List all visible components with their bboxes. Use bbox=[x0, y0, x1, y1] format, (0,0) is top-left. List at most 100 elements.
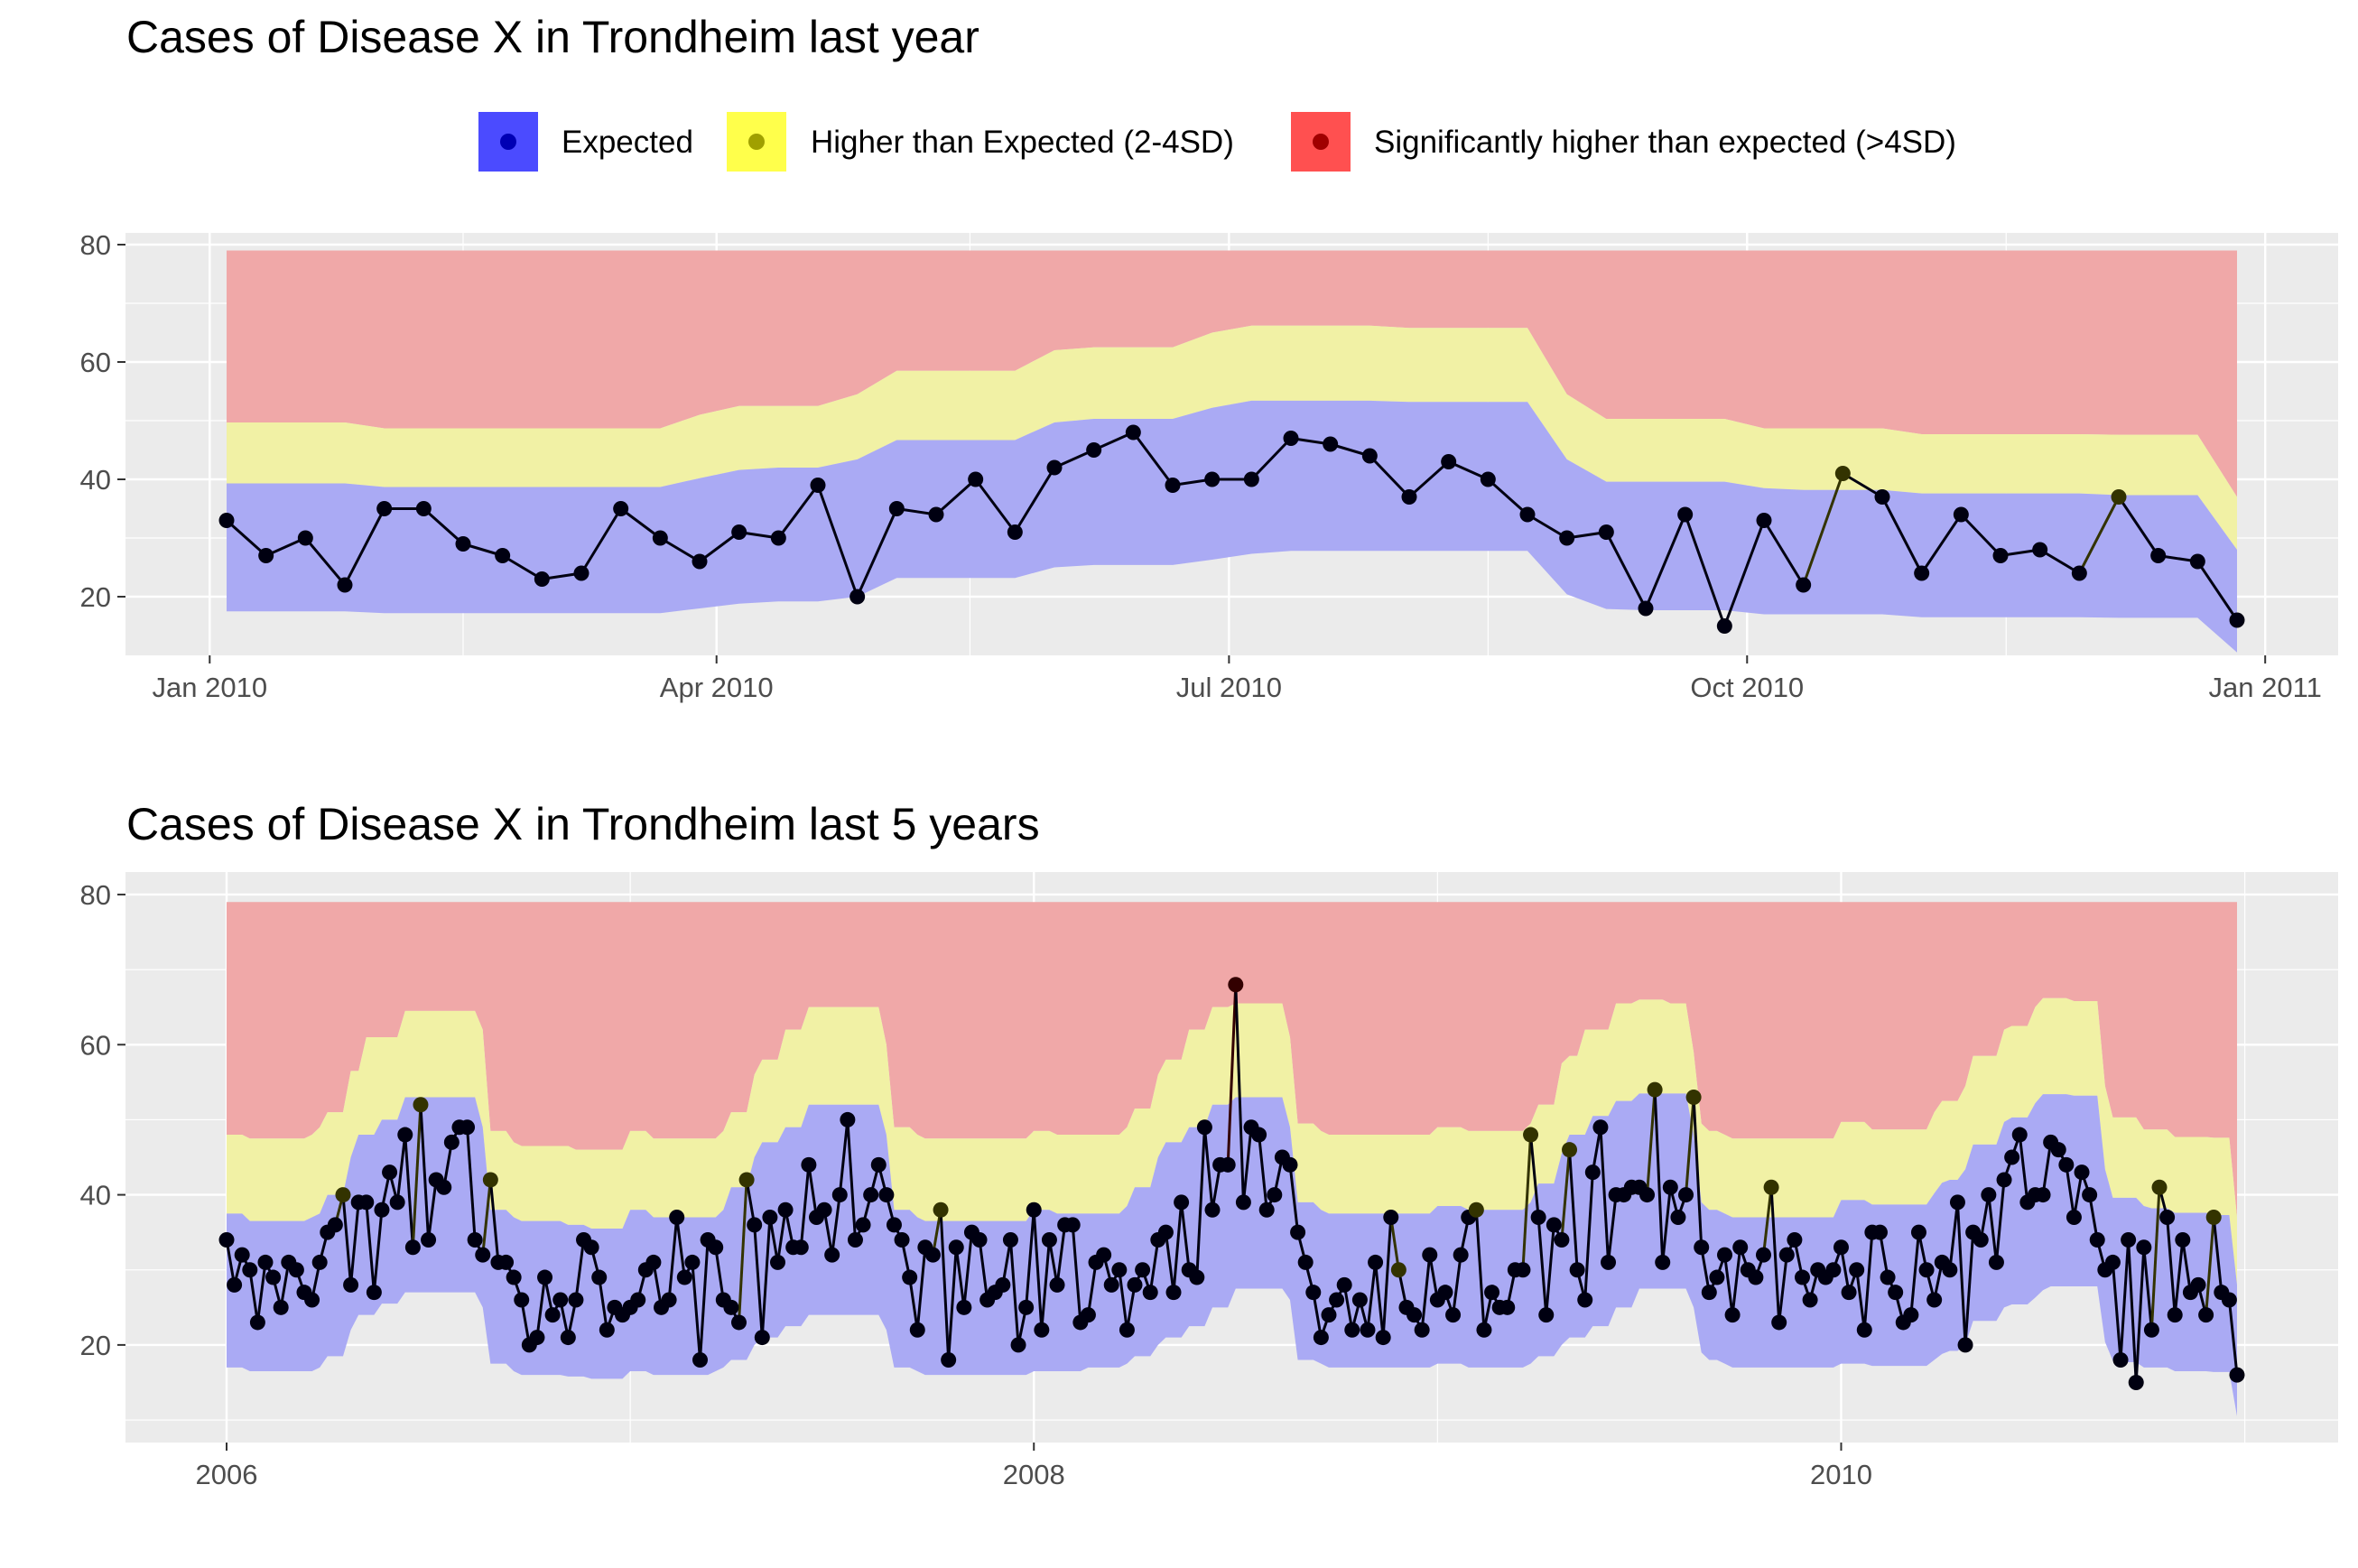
data-point bbox=[1007, 524, 1023, 540]
data-point bbox=[1189, 1269, 1205, 1285]
data-point bbox=[909, 1322, 925, 1338]
series-line-segment bbox=[962, 1232, 973, 1308]
series-line-segment bbox=[2166, 1217, 2177, 1315]
series-line-segment bbox=[1644, 514, 1687, 609]
data-point bbox=[1026, 1202, 1042, 1218]
data-point bbox=[1196, 1119, 1212, 1136]
legend-label-expected: Expected bbox=[562, 125, 693, 160]
data-point bbox=[265, 1269, 282, 1285]
series-line-segment bbox=[1583, 1172, 1594, 1301]
data-point bbox=[2011, 1127, 2028, 1143]
data-point bbox=[1748, 1269, 1764, 1285]
data-point bbox=[2189, 553, 2205, 570]
data-point bbox=[1267, 1187, 1283, 1203]
data-point bbox=[258, 548, 274, 563]
data-point bbox=[1476, 1322, 1492, 1338]
chart-2-axes: 20 40 60 80 2006 2008 2010 bbox=[80, 879, 1872, 1490]
legend-item-higher: Higher than Expected (2-4SD) bbox=[727, 112, 1234, 172]
series-line-segment bbox=[248, 1269, 259, 1323]
series-line-segment bbox=[1762, 519, 1805, 586]
x-tick-label: Oct 2010 bbox=[1690, 672, 1804, 703]
series-line-segment bbox=[2111, 1262, 2122, 1360]
data-point bbox=[652, 530, 668, 546]
series-line-segment bbox=[1025, 1210, 1035, 1308]
series-line-segment bbox=[2117, 496, 2159, 557]
series-line-segment bbox=[1963, 1232, 1975, 1345]
data-point bbox=[498, 1254, 515, 1270]
data-point bbox=[1368, 1254, 1384, 1270]
data-point bbox=[902, 1269, 918, 1285]
data-point bbox=[1949, 1194, 1965, 1211]
data-point bbox=[793, 1239, 809, 1256]
data-point bbox=[227, 1276, 243, 1293]
series-line-segment bbox=[1452, 1254, 1462, 1315]
data-point bbox=[1321, 1307, 1337, 1323]
series-line-segment bbox=[816, 484, 859, 598]
series-line-segment bbox=[1607, 1194, 1618, 1263]
data-point bbox=[1957, 1337, 1973, 1353]
series-line-segment bbox=[2149, 1187, 2161, 1331]
legend-item-significant: Significantly higher than expected (>4SD… bbox=[1291, 112, 1956, 172]
data-point bbox=[2151, 1179, 2168, 1195]
series-line-segment bbox=[675, 1217, 686, 1278]
legend-dot-significant bbox=[1313, 134, 1329, 150]
x-tick-label: 2010 bbox=[1810, 1459, 1872, 1490]
series-line-segment bbox=[753, 1224, 764, 1338]
data-point bbox=[933, 1202, 949, 1218]
data-point bbox=[1290, 1224, 1306, 1240]
series-line-segment bbox=[404, 1134, 414, 1248]
data-point bbox=[1086, 442, 1102, 458]
data-point bbox=[870, 1156, 887, 1173]
data-point bbox=[467, 1231, 483, 1248]
data-point bbox=[730, 1314, 747, 1331]
data-point bbox=[1336, 1276, 1352, 1293]
series-line-segment bbox=[1241, 1127, 1253, 1203]
data-point bbox=[2229, 612, 2245, 628]
data-point bbox=[1305, 1285, 1322, 1301]
data-point bbox=[1992, 548, 2009, 563]
series-line-segment bbox=[908, 1276, 919, 1331]
series-line-segment bbox=[2205, 1217, 2215, 1315]
data-point bbox=[421, 1231, 437, 1248]
data-point bbox=[1351, 1292, 1368, 1308]
data-point bbox=[1064, 1217, 1081, 1233]
series-line-segment bbox=[1731, 1247, 1742, 1315]
data-point bbox=[475, 1247, 491, 1263]
data-point bbox=[1344, 1322, 1360, 1338]
series-line-segment bbox=[1055, 1224, 1067, 1285]
data-point bbox=[1584, 1164, 1601, 1181]
chart-2-title: Cases of Disease X in Trondheim last 5 y… bbox=[126, 799, 1040, 849]
data-point bbox=[1323, 436, 1339, 452]
data-point bbox=[1010, 1337, 1026, 1353]
data-point bbox=[599, 1322, 615, 1338]
series-line-segment bbox=[1071, 1224, 1082, 1323]
series-line-segment bbox=[1374, 1262, 1385, 1338]
series-line-segment bbox=[1369, 454, 1411, 498]
data-point bbox=[249, 1314, 265, 1331]
series-line-segment bbox=[1909, 1232, 1920, 1315]
series-line-segment bbox=[1723, 1254, 1734, 1315]
data-point bbox=[337, 577, 353, 593]
series-line-segment bbox=[1646, 1090, 1657, 1195]
data-point bbox=[1796, 577, 1812, 593]
data-point bbox=[1519, 506, 1536, 523]
series-line-segment bbox=[1862, 1232, 1874, 1331]
series-line-segment bbox=[395, 1134, 407, 1203]
data-point bbox=[1732, 1239, 1749, 1256]
data-point bbox=[1135, 1262, 1151, 1278]
data-point bbox=[1282, 1156, 1298, 1173]
data-point bbox=[1778, 1247, 1795, 1263]
series-line-segment bbox=[935, 478, 977, 516]
data-point bbox=[1554, 1231, 1570, 1248]
data-point bbox=[1360, 1322, 1376, 1338]
data-point bbox=[1258, 1202, 1275, 1218]
x-tick-label: Jul 2010 bbox=[1176, 672, 1282, 703]
series-line-segment bbox=[1880, 496, 1923, 574]
series-line-segment bbox=[2078, 496, 2121, 574]
series-line-segment bbox=[1692, 1097, 1704, 1248]
data-point bbox=[840, 1111, 856, 1127]
data-point bbox=[1639, 1187, 1656, 1203]
series-line-segment bbox=[1955, 1202, 1967, 1345]
series-line-segment bbox=[304, 537, 347, 586]
data-point bbox=[273, 1299, 289, 1315]
